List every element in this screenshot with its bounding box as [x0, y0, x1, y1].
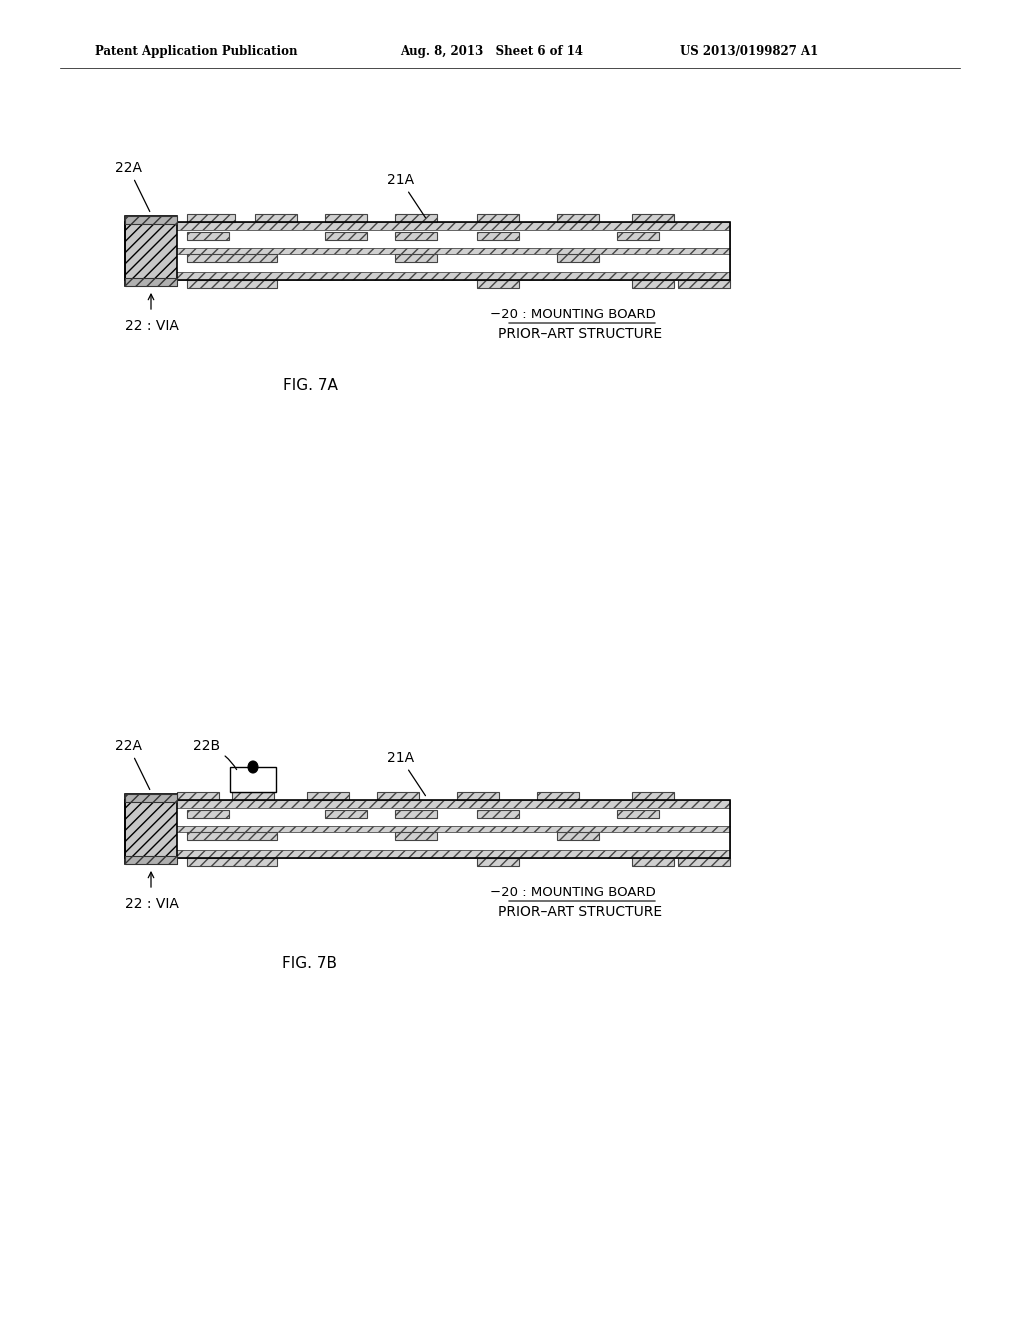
Bar [477, 810, 519, 818]
Bar [477, 858, 519, 866]
Bar [125, 832, 730, 850]
Bar [678, 858, 730, 866]
Bar [177, 792, 219, 800]
Text: −20 : MOUNTING BOARD: −20 : MOUNTING BOARD [490, 886, 655, 899]
Bar [255, 214, 297, 222]
Bar [125, 222, 730, 230]
Bar [325, 810, 367, 818]
Bar [187, 832, 278, 840]
Bar [125, 795, 177, 865]
Bar [187, 214, 234, 222]
Bar [125, 279, 177, 286]
Text: 22 : VIA: 22 : VIA [125, 898, 179, 911]
Bar [395, 214, 437, 222]
Bar [617, 810, 659, 818]
Bar [678, 280, 730, 288]
Text: Aug. 8, 2013   Sheet 6 of 14: Aug. 8, 2013 Sheet 6 of 14 [400, 45, 583, 58]
Bar [187, 253, 278, 261]
Bar [557, 832, 599, 840]
Text: FIG. 7A: FIG. 7A [283, 379, 338, 393]
Text: −20 : MOUNTING BOARD: −20 : MOUNTING BOARD [490, 308, 655, 321]
Bar [187, 280, 278, 288]
Bar [125, 230, 730, 248]
Text: PRIOR–ART STRUCTURE: PRIOR–ART STRUCTURE [498, 327, 663, 341]
Bar [125, 800, 730, 858]
Bar [395, 253, 437, 261]
Bar [632, 280, 674, 288]
Bar [395, 232, 437, 240]
Bar [307, 792, 349, 800]
Bar [617, 232, 659, 240]
Bar [125, 216, 177, 286]
Bar [125, 272, 730, 280]
Bar [395, 832, 437, 840]
Bar [125, 800, 730, 808]
Bar [377, 792, 419, 800]
Bar [232, 792, 274, 800]
Bar [125, 850, 730, 858]
Text: 21A: 21A [387, 173, 425, 218]
Text: 22 : VIA: 22 : VIA [125, 319, 179, 333]
Text: US 2013/0199827 A1: US 2013/0199827 A1 [680, 45, 818, 58]
Bar [125, 826, 730, 832]
Ellipse shape [248, 762, 258, 774]
Text: Patent Application Publication: Patent Application Publication [95, 45, 298, 58]
Bar [230, 767, 276, 792]
Bar [125, 808, 730, 826]
Bar [187, 232, 229, 240]
Text: 21A: 21A [387, 751, 425, 796]
Bar [457, 792, 499, 800]
Bar [187, 858, 278, 866]
Bar [125, 216, 177, 224]
Bar [125, 795, 177, 803]
Bar [477, 214, 519, 222]
Bar [477, 232, 519, 240]
Bar [395, 810, 437, 818]
Bar [325, 232, 367, 240]
Bar [632, 214, 674, 222]
Bar [325, 214, 367, 222]
Bar [125, 248, 730, 253]
Bar [125, 222, 730, 280]
Text: 22B: 22B [193, 739, 237, 770]
Bar [557, 253, 599, 261]
Text: 22A: 22A [115, 161, 150, 211]
Text: PRIOR–ART STRUCTURE: PRIOR–ART STRUCTURE [498, 906, 663, 919]
Bar [557, 214, 599, 222]
Text: 22A: 22A [115, 739, 150, 789]
Bar [125, 855, 177, 865]
Text: FIG. 7B: FIG. 7B [283, 957, 338, 972]
Bar [477, 280, 519, 288]
Bar [632, 858, 674, 866]
Bar [537, 792, 579, 800]
Bar [125, 253, 730, 272]
Bar [632, 792, 674, 800]
Bar [187, 810, 229, 818]
